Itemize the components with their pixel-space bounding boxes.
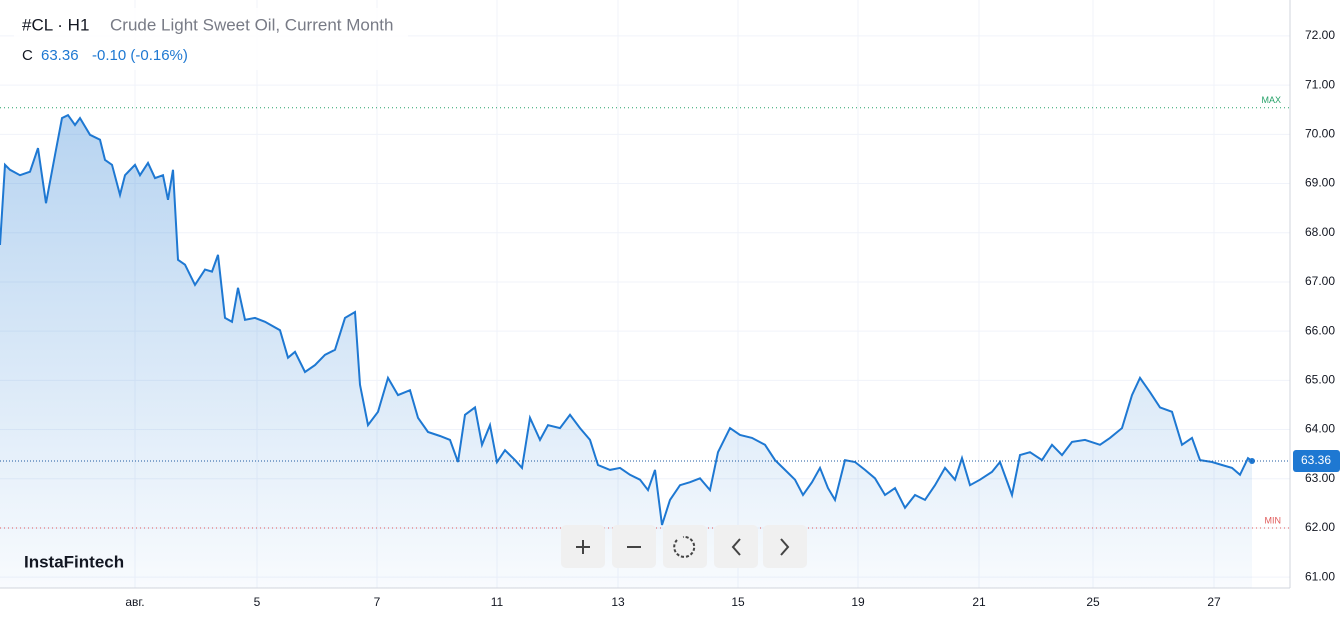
- toolbar: [561, 525, 807, 568]
- price-line: [0, 113, 1253, 526]
- legend-box: [14, 8, 408, 70]
- y-tick-label: 71.00: [1305, 77, 1335, 91]
- y-tick-label: 70.00: [1305, 127, 1335, 141]
- scroll-right-icon: [780, 538, 790, 556]
- y-tick-label: 61.00: [1305, 569, 1335, 583]
- x-tick-label: 25: [1086, 595, 1100, 609]
- x-tick-label: 11: [491, 595, 504, 609]
- close-prefix: C: [22, 47, 33, 64]
- title: Crude Light Sweet Oil, Current Month: [110, 15, 393, 34]
- x-tick-label: 27: [1207, 595, 1221, 609]
- x-tick-label: 15: [731, 595, 745, 609]
- max-label: MAX: [1261, 95, 1281, 105]
- area-fill: [0, 115, 1252, 588]
- brand: InstaFintech: [24, 552, 124, 571]
- x-tick-label: 5: [254, 595, 261, 609]
- y-tick-label: 66.00: [1305, 323, 1335, 337]
- y-tick-label: 64.00: [1305, 422, 1335, 436]
- last-price-label: 63.36: [1301, 453, 1331, 467]
- reset-icon: [673, 535, 696, 558]
- y-tick-label: 65.00: [1305, 373, 1335, 387]
- x-tick-label: 13: [611, 595, 625, 609]
- y-tick-label: 69.00: [1305, 176, 1335, 190]
- scroll-right-button[interactable]: [763, 525, 807, 568]
- change: -0.10 (-0.16%): [92, 47, 188, 64]
- x-tick-label: 19: [851, 595, 865, 609]
- y-tick-label: 67.00: [1305, 274, 1335, 288]
- x-tick-label: авг.: [125, 595, 144, 609]
- y-tick-label: 62.00: [1305, 520, 1335, 534]
- y-tick-label: 68.00: [1305, 225, 1335, 239]
- scroll-left-button[interactable]: [714, 525, 758, 568]
- min-label: MIN: [1265, 515, 1282, 525]
- close: 63.36: [41, 47, 79, 64]
- symbol: #CL · H1: [22, 15, 89, 34]
- reset-button[interactable]: [663, 525, 707, 568]
- x-tick-label: 21: [972, 595, 986, 609]
- x-tick-label: 7: [374, 595, 381, 609]
- plot: [0, 107, 1290, 588]
- scroll-left-icon: [731, 538, 741, 556]
- zoom-in-icon: [576, 540, 590, 554]
- y-tick-label: 72.00: [1305, 28, 1335, 42]
- y-tick-label: 63.00: [1305, 471, 1335, 485]
- last-price-tag: [1293, 450, 1340, 473]
